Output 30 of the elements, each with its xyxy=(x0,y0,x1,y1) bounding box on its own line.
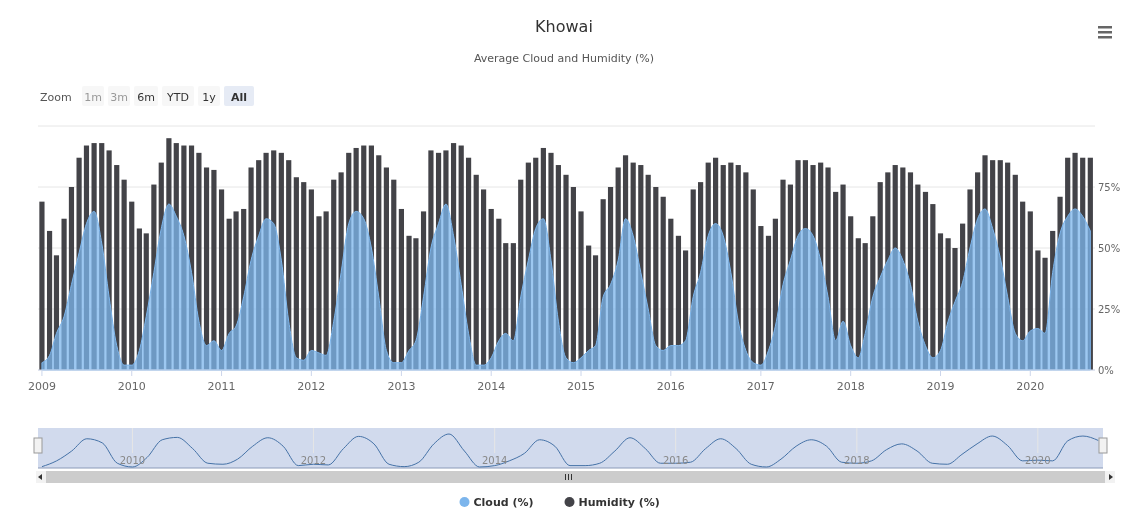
text: All xyxy=(230,91,248,104)
y-tick-label: 75% xyxy=(1098,182,1121,193)
x-tick-label: 2010 xyxy=(117,380,146,393)
y-tick-label: 50% xyxy=(1098,243,1121,254)
text: 1m xyxy=(84,91,102,104)
x-tick-label: 2016 xyxy=(656,380,685,393)
x-tick-label: 2019 xyxy=(926,380,955,393)
text: 3m xyxy=(110,91,128,104)
x-tick-label: 2012 xyxy=(300,455,327,466)
chart-subtitle: Average Cloud and Humidity (%) xyxy=(473,52,655,65)
y-tick-label: 25% xyxy=(1098,304,1121,315)
x-tick-label: 2015 xyxy=(567,380,596,393)
text: YTD xyxy=(166,91,189,104)
x-tick-label: 2010 xyxy=(119,455,146,466)
x-tick-label: 2020 xyxy=(1016,380,1045,393)
x-tick-label: 2014 xyxy=(481,455,508,466)
x-tick-label: 2017 xyxy=(746,380,775,393)
x-tick-label: 2018 xyxy=(836,380,865,393)
text: 1y xyxy=(202,91,217,104)
text: 6m xyxy=(137,91,155,104)
y-tick-label: 0% xyxy=(1098,365,1114,376)
x-tick-label: 2014 xyxy=(477,380,506,393)
x-tick-label: 2012 xyxy=(297,380,326,393)
legend-label: Humidity (%) xyxy=(578,496,660,509)
text: Zoom xyxy=(40,91,72,104)
x-tick-label: 2011 xyxy=(207,380,236,393)
x-tick-label: 2009 xyxy=(27,380,56,393)
chart-title: Khowai xyxy=(535,17,593,36)
x-tick-label: 2013 xyxy=(387,380,416,393)
legend-label: Cloud (%) xyxy=(473,496,534,509)
